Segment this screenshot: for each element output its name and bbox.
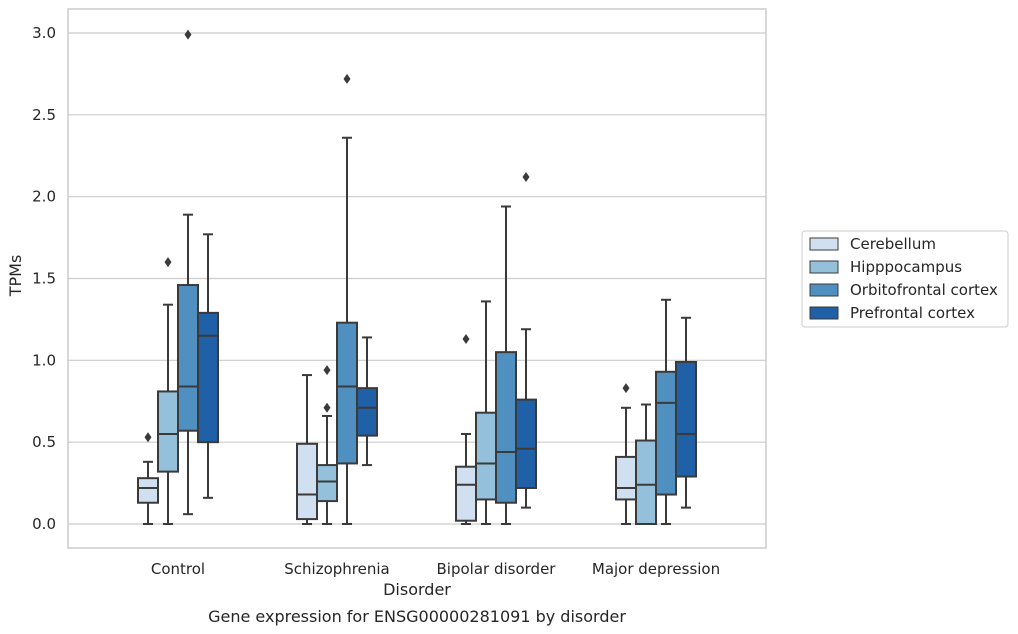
y-tick-label: 0.0 <box>32 515 56 533</box>
y-tick-label: 3.0 <box>32 24 56 42</box>
y-tick-labels: 0.0 0.5 1.0 1.5 2.0 2.5 3.0 <box>32 24 56 533</box>
box-body <box>356 387 378 437</box>
outlier-marker <box>184 29 192 40</box>
chart-caption: Gene expression for ENSG00000281091 by d… <box>208 607 626 626</box>
box-body <box>655 370 677 496</box>
box-3-0 <box>197 233 219 499</box>
x-axis-label: Disorder <box>383 580 451 599</box>
box-body <box>296 442 318 521</box>
y-tick-label: 2.0 <box>32 188 56 206</box>
box-body <box>316 464 338 503</box>
box-body <box>495 351 517 504</box>
box-1-1 <box>316 365 338 525</box>
box-3-3 <box>675 316 697 509</box>
outlier-marker <box>144 432 152 443</box>
box-1-2 <box>475 300 497 525</box>
box-body <box>515 398 537 489</box>
box-2-0 <box>177 29 199 516</box>
legend-label: Cerebellum <box>850 235 936 253</box>
boxes <box>137 29 697 525</box>
box-body <box>455 465 477 522</box>
legend-label: Prefrontal cortex <box>850 304 975 322</box>
legend-swatch <box>809 283 839 297</box>
box-0-2 <box>455 334 477 525</box>
x-tick-labels: Control Schizophrenia Bipolar disorder Majo… <box>151 560 720 578</box>
box-body <box>137 477 159 504</box>
box-1-0 <box>157 257 179 525</box>
x-tick-label: Schizophrenia <box>284 560 389 578</box>
box-body <box>475 411 497 501</box>
outlier-marker <box>462 334 470 345</box>
legend-frame <box>801 230 1009 328</box>
y-axis-label: TPMs <box>6 255 25 298</box>
y-tick-label: 1.5 <box>32 270 56 288</box>
legend: Cerebellum Hipppocampus Orbitofrontal cort… <box>801 230 1009 328</box>
outlier-marker <box>164 257 172 268</box>
legend-swatch <box>809 237 839 251</box>
outlier-marker <box>522 172 530 183</box>
legend-label: Hipppocampus <box>850 258 962 276</box>
legend-swatch <box>809 260 839 274</box>
outlier-marker <box>323 402 331 413</box>
box-body <box>197 311 219 444</box>
legend-items: Cerebellum Hipppocampus Orbitofrontal cort… <box>809 235 998 322</box>
box-0-0 <box>137 432 159 525</box>
box-1-3 <box>635 403 657 525</box>
box-body <box>336 321 358 465</box>
box-2-1 <box>336 73 358 525</box>
x-tick-label: Bipolar disorder <box>437 560 557 578</box>
y-tick-label: 2.5 <box>32 106 56 124</box>
y-tick-label: 0.5 <box>32 433 56 451</box>
box-body <box>157 390 179 473</box>
box-2-2 <box>495 205 517 525</box>
box-0-1 <box>296 374 318 525</box>
outlier-marker <box>343 73 351 84</box>
outlier-marker <box>323 365 331 376</box>
box-3-1 <box>356 336 378 467</box>
box-body <box>635 439 657 525</box>
y-tick-label: 1.0 <box>32 351 56 369</box>
legend-swatch <box>809 306 839 320</box>
x-tick-label: Control <box>151 560 205 578</box>
box-2-3 <box>655 298 677 525</box>
box-body <box>177 284 199 432</box>
box-0-3 <box>615 383 637 525</box>
x-tick-label: Major depression <box>592 560 720 578</box>
plot-frame <box>67 8 767 549</box>
outlier-marker <box>622 383 630 394</box>
legend-label: Orbitofrontal cortex <box>850 281 998 299</box>
box-body <box>615 455 637 501</box>
box-body <box>675 360 697 478</box>
box-3-2 <box>515 172 537 509</box>
